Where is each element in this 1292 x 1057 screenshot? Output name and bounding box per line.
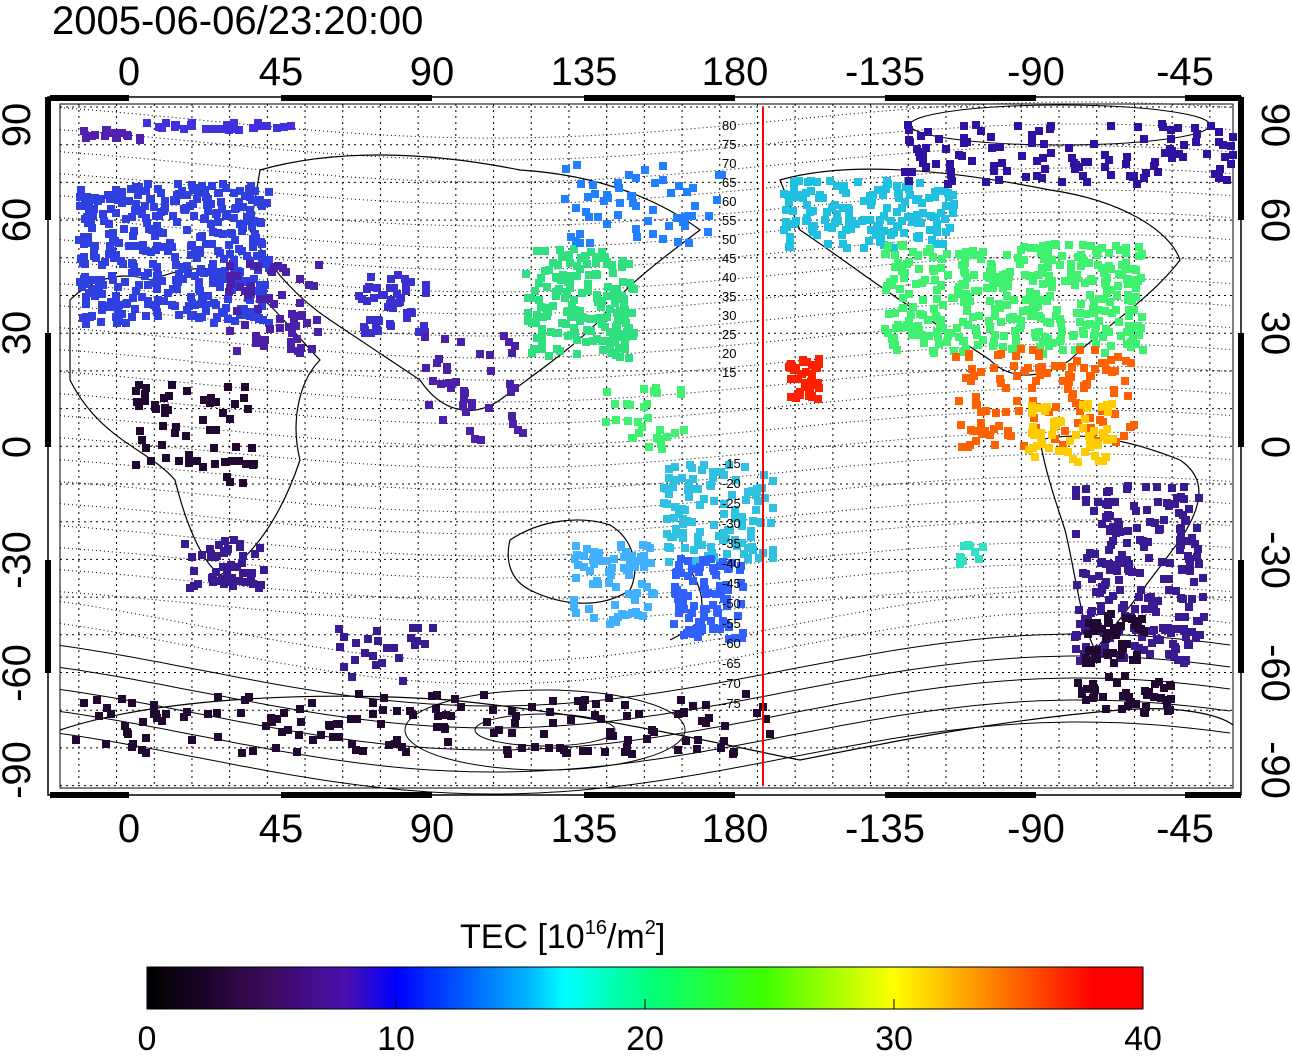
axis-tick-label: 30 <box>0 311 39 356</box>
bottom-longitude-ticks: 0 45 90 135 180 -135 -90 -45 <box>118 807 1214 851</box>
top-longitude-ticks: 0 45 90 135 180 -135 -90 -45 <box>118 50 1214 94</box>
contour-label: 40 <box>722 270 736 285</box>
axis-tick-label: 60 <box>0 198 39 243</box>
axis-tick-label: 0 <box>0 436 39 458</box>
contour-label: -50 <box>722 596 741 611</box>
axis-tick-label: -90 <box>1007 50 1065 94</box>
right-latitude-ticks: 90 60 30 0 -30 -60 -90 <box>1253 103 1292 799</box>
axis-tick-label: 0 <box>118 807 140 851</box>
axis-tick-label: -90 <box>1007 807 1065 851</box>
contour-labels: 80 75 70 65 60 55 50 45 40 35 30 25 20 15 -15 -20 -25 -30… <box>722 118 741 711</box>
axis-tick-label: -60 <box>1253 644 1292 702</box>
axis-tick-label: -45 <box>1156 807 1214 851</box>
contour-label: 25 <box>722 327 736 342</box>
contour-label: -55 <box>722 616 741 631</box>
contour-label: -30 <box>722 516 741 531</box>
axis-tick-label: 0 <box>1253 436 1292 458</box>
axis-tick-label: 90 <box>1253 103 1292 148</box>
colorbar-tick-label: 40 <box>1124 1020 1162 1057</box>
axis-tick-label: -135 <box>845 807 925 851</box>
colorbar-tick-label: 0 <box>138 1020 157 1057</box>
tec-data-patches <box>72 119 1237 758</box>
contour-label: 65 <box>722 175 736 190</box>
colorbar-tick-label: 30 <box>875 1020 913 1057</box>
contour-label: 30 <box>722 308 736 323</box>
axis-tick-label: 180 <box>702 807 769 851</box>
axis-tick-bars <box>45 95 1244 798</box>
left-latitude-ticks: 90 60 30 0 -30 -60 -90 <box>0 103 39 799</box>
timestamp-title: 2005-06-06/23:20:00 <box>52 0 423 43</box>
contour-label: -40 <box>722 556 741 571</box>
axis-tick-label: -90 <box>0 741 39 799</box>
axis-tick-label: -45 <box>1156 50 1214 94</box>
axis-tick-label: 90 <box>0 103 39 148</box>
axis-tick-label: 90 <box>410 50 455 94</box>
contour-label: 20 <box>722 346 736 361</box>
axis-tick-label: -60 <box>0 644 39 702</box>
colorbar-label: TEC [1016/m2] <box>460 917 665 956</box>
contour-label: 80 <box>722 118 736 133</box>
axis-tick-label: 180 <box>702 50 769 94</box>
axis-tick-label: -30 <box>1253 531 1292 589</box>
contour-label: 55 <box>722 213 736 228</box>
contour-label: -60 <box>722 636 741 651</box>
contour-label: -35 <box>722 536 741 551</box>
contour-label: -25 <box>722 496 741 511</box>
axis-tick-label: -90 <box>1253 741 1292 799</box>
colorbar-tick-label: 20 <box>626 1020 664 1057</box>
axis-tick-label: 135 <box>551 807 618 851</box>
contour-label: -45 <box>722 576 741 591</box>
contour-label: 35 <box>722 289 736 304</box>
axis-tick-label: 45 <box>259 50 304 94</box>
axis-tick-label: 0 <box>118 50 140 94</box>
contour-label: 75 <box>722 137 736 152</box>
contour-label: 70 <box>722 156 736 171</box>
axis-tick-label: 90 <box>410 807 455 851</box>
axis-tick-label: 135 <box>551 50 618 94</box>
contour-label: 15 <box>722 365 736 380</box>
contour-label: -75 <box>722 696 741 711</box>
colorbar-tick-label: 10 <box>377 1020 415 1057</box>
colorbar-ticks: 0 10 20 30 40 <box>138 999 1162 1057</box>
axis-tick-label: -30 <box>0 531 39 589</box>
axis-tick-label: 60 <box>1253 198 1292 243</box>
contour-label: 50 <box>722 232 736 247</box>
axis-tick-label: -135 <box>845 50 925 94</box>
contour-label: -70 <box>722 676 741 691</box>
axis-tick-label: 30 <box>1253 311 1292 356</box>
axis-tick-label: 45 <box>259 807 304 851</box>
contour-label: 45 <box>722 251 736 266</box>
contour-label: -65 <box>722 656 741 671</box>
contour-label: -20 <box>722 476 741 491</box>
contour-label: 60 <box>722 194 736 209</box>
contour-label: -15 <box>722 456 741 471</box>
